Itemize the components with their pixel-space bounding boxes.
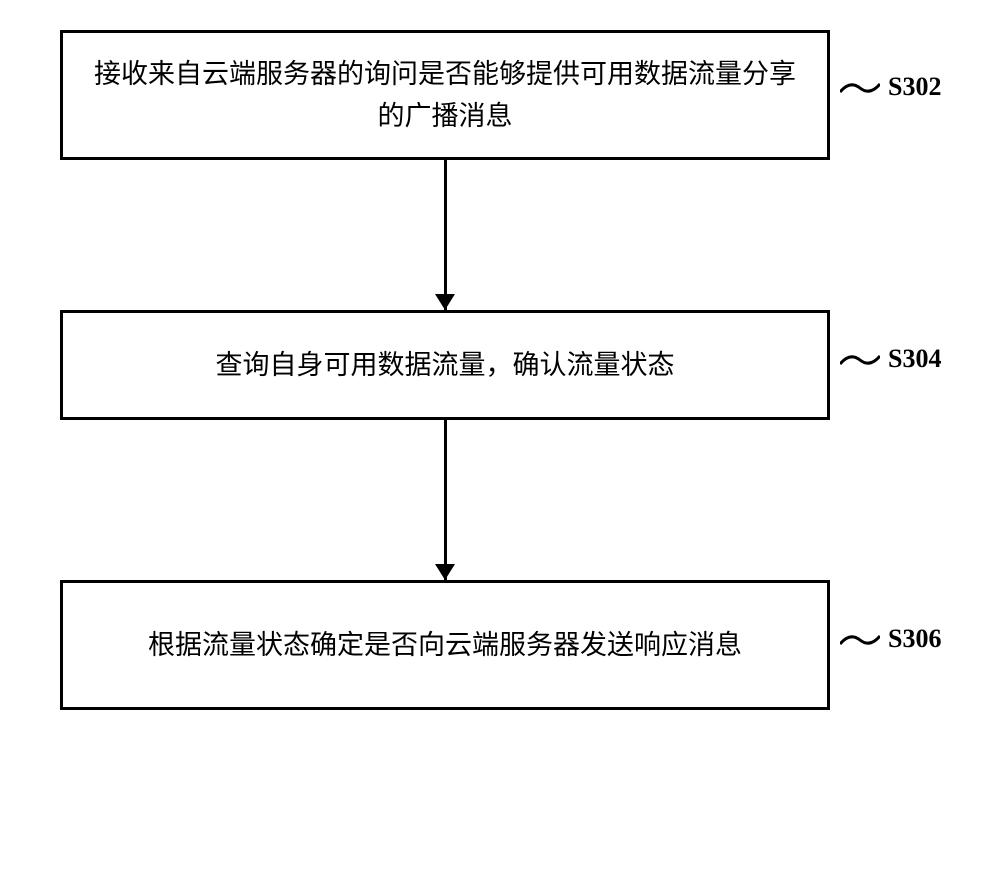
step-row-1: 接收来自云端服务器的询问是否能够提供可用数据流量分享的广播消息 S302 bbox=[60, 30, 940, 160]
step-label-s304: S304 bbox=[888, 344, 941, 374]
step-row-3: 根据流量状态确定是否向云端服务器发送响应消息 S306 bbox=[60, 580, 940, 710]
step-id: S304 bbox=[888, 344, 941, 373]
step-box-s304: 查询自身可用数据流量，确认流量状态 bbox=[60, 310, 830, 420]
step-label-s306: S306 bbox=[888, 624, 941, 654]
connector-tilde bbox=[840, 78, 880, 98]
arrow-head bbox=[435, 294, 455, 310]
step-row-2: 查询自身可用数据流量，确认流量状态 S304 bbox=[60, 310, 940, 420]
step-text: 接收来自云端服务器的询问是否能够提供可用数据流量分享的广播消息 bbox=[83, 53, 807, 137]
arrow-line bbox=[444, 160, 447, 310]
step-id: S302 bbox=[888, 72, 941, 101]
connector-1 bbox=[60, 160, 830, 310]
step-box-s306: 根据流量状态确定是否向云端服务器发送响应消息 bbox=[60, 580, 830, 710]
step-box-s302: 接收来自云端服务器的询问是否能够提供可用数据流量分享的广播消息 bbox=[60, 30, 830, 160]
step-id: S306 bbox=[888, 624, 941, 653]
arrow-line bbox=[444, 420, 447, 580]
connector-tilde bbox=[840, 350, 880, 370]
arrow-head bbox=[435, 564, 455, 580]
flowchart-container: 接收来自云端服务器的询问是否能够提供可用数据流量分享的广播消息 S302 查询自… bbox=[60, 30, 940, 710]
connector-2 bbox=[60, 420, 830, 580]
step-label-s302: S302 bbox=[888, 72, 941, 102]
step-text: 根据流量状态确定是否向云端服务器发送响应消息 bbox=[148, 624, 742, 666]
connector-tilde bbox=[840, 630, 880, 650]
step-text: 查询自身可用数据流量，确认流量状态 bbox=[216, 344, 675, 386]
